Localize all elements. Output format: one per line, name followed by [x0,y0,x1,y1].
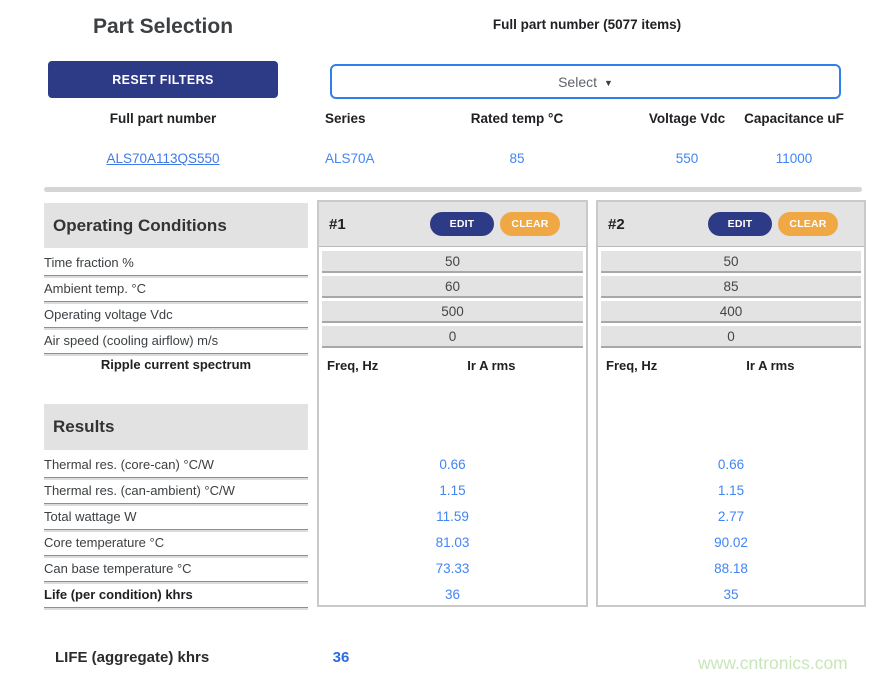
condition-1-operating-voltage-value: 500 [322,301,583,323]
table-row-series-cell: ALS70A [325,151,375,166]
edit-button[interactable]: EDIT [430,212,494,236]
result-core-temperature: 81.03 [435,535,470,550]
section-divider [44,187,862,192]
column-header-rated-temp: Rated temp °C [470,111,564,126]
result-core-temperature: 90.02 [714,535,748,550]
result-life-per-condition: 35 [723,587,739,602]
full-part-number-count: Full part number (5077 items) [492,17,682,32]
result-total-wattage: 11.59 [436,509,469,524]
reset-filters-button[interactable]: RESET FILTERS [48,61,278,98]
result-thermal-res-can-ambient: 1.15 [717,483,745,498]
condition-1-ambient-temp-value: 60 [322,276,583,298]
clear-button[interactable]: CLEAR [778,212,838,236]
label-air-speed: Air speed (cooling airflow) m/s [44,328,308,354]
table-row-part-number-cell: ALS70A113QS550 [48,151,278,166]
condition-2-time-fraction-value: 50 [601,251,861,273]
condition-panel-1-header: #1 EDIT CLEAR [319,202,586,247]
select-dropdown-label: Select [558,73,597,90]
result-life-per-condition: 36 [444,587,461,602]
label-thermal-res-core-can: Thermal res. (core-can) °C/W [44,452,308,478]
condition-1-air-speed-value: 0 [322,326,583,348]
table-row-capacitance-cell: 11000 [775,151,813,166]
label-operating-voltage: Operating voltage Vdc [44,302,308,328]
operating-conditions-heading: Operating Conditions [44,203,308,248]
chevron-down-icon: ▼ [604,77,613,88]
result-thermal-res-core-can: 0.66 [439,457,466,472]
result-total-wattage: 2.77 [717,509,745,524]
part-number-link[interactable]: ALS70A113QS550 [106,151,220,166]
label-total-wattage: Total wattage W [44,504,308,530]
condition-2-ambient-temp-value: 85 [601,276,861,298]
result-thermal-res-core-can: 0.66 [717,457,745,472]
condition-panel-2-header: #2 EDIT CLEAR [598,202,864,247]
label-core-temperature: Core temperature °C [44,530,308,556]
condition-2-spectrum-headers: Freq, Hz Ir A rms [598,358,864,373]
condition-2-id: #2 [608,215,625,233]
result-can-base-temperature: 73.33 [435,561,470,576]
condition-2-results: 0.66 1.15 2.77 90.02 88.18 35 [598,452,864,608]
table-row-rated-temp-cell: 85 [509,151,525,166]
column-header-capacitance: Capacitance uF [744,111,844,126]
page-title: Part Selection [92,15,234,38]
clear-button[interactable]: CLEAR [500,212,560,236]
result-can-base-temperature: 88.18 [714,561,748,576]
condition-1-spectrum-headers: Freq, Hz Ir A rms [319,358,586,373]
label-ambient-temp: Ambient temp. °C [44,276,308,302]
ir-header: Ir A rms [746,358,795,373]
condition-panel-1: #1 EDIT CLEAR 50 60 500 0 Freq, Hz Ir A … [317,200,588,607]
condition-2-operating-voltage-value: 400 [601,301,861,323]
condition-2-air-speed-value: 0 [601,326,861,348]
label-can-base-temperature: Can base temperature °C [44,556,308,582]
ripple-current-spectrum-label: Ripple current spectrum [100,357,252,372]
table-row-voltage-cell: 550 [675,151,699,166]
condition-1-id: #1 [329,215,346,233]
column-header-voltage: Voltage Vdc [648,111,726,126]
life-aggregate-value: 36 [332,649,350,666]
label-time-fraction: Time fraction % [44,250,308,276]
watermark: www.cntronics.com [698,653,848,673]
result-thermal-res-can-ambient: 1.15 [439,483,466,498]
freq-header: Freq, Hz [327,358,379,373]
label-thermal-res-can-ambient: Thermal res. (can-ambient) °C/W [44,478,308,504]
condition-1-time-fraction-value: 50 [322,251,583,273]
freq-header: Freq, Hz [606,358,658,373]
condition-panel-2: #2 EDIT CLEAR 50 85 400 0 Freq, Hz Ir A … [596,200,866,607]
part-select-dropdown[interactable]: Select ▼ [330,64,841,99]
condition-1-results: 0.66 1.15 11.59 81.03 73.33 36 [319,452,586,608]
ir-header: Ir A rms [467,358,516,373]
column-header-series: Series [325,111,366,126]
column-header-full-part-number: Full part number [109,111,217,126]
results-heading: Results [44,404,308,450]
label-life-per-condition: Life (per condition) khrs [44,582,308,608]
edit-button[interactable]: EDIT [708,212,772,236]
life-aggregate-label: LIFE (aggregate) khrs [55,649,210,666]
